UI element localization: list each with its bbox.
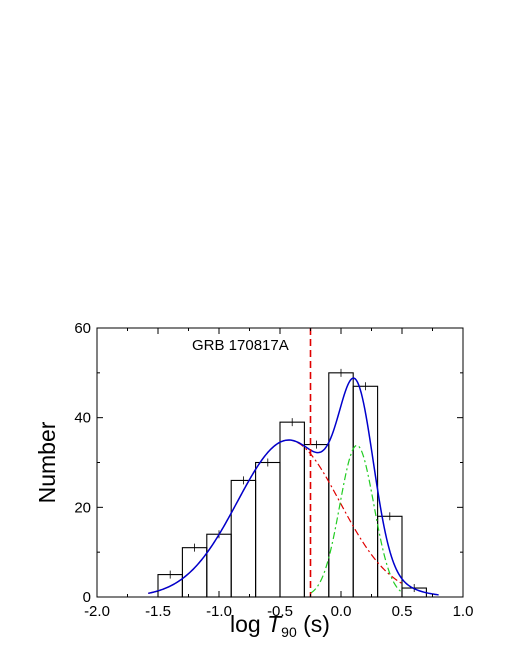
- y-tick-label-2: 40: [74, 410, 91, 427]
- y-tick-label-3: 60: [74, 320, 91, 337]
- histogram-bin-4: [230, 479, 257, 598]
- x-tick-label-1: -1.5: [145, 603, 171, 620]
- histogram-bin-2: [181, 547, 208, 598]
- x-tick-label-5: 0.5: [392, 603, 413, 620]
- y-tick-label-1: 20: [74, 499, 91, 516]
- x-axis-title-unit: (s): [297, 611, 330, 637]
- axis-ticks: -2.0 -1.5 -1.0 -0.5 0.0 0.5 1.0 0 20 40 60: [74, 320, 473, 620]
- x-tick-label-4: 0.0: [331, 603, 352, 620]
- x-axis-title-subscript: 90: [281, 624, 297, 640]
- x-tick-label-3: -0.5: [267, 603, 293, 620]
- grb-170817a-label: GRB 170817A: [192, 337, 289, 354]
- fit-component-short-curve: [310, 444, 403, 594]
- x-tick-label-2: -1.0: [206, 603, 232, 620]
- histogram-bin-6: [279, 421, 305, 598]
- fit-component-long-curve: [148, 439, 403, 594]
- histogram-bin-10: [377, 515, 403, 598]
- histogram-bin-5: [255, 461, 281, 598]
- total-fit-curve: [148, 377, 439, 596]
- y-tick-label-0: 0: [83, 589, 91, 606]
- x-tick-label-6: 1.0: [453, 603, 474, 620]
- histogram-bin-3: [206, 533, 232, 598]
- x-tick-label-0: -2.0: [84, 603, 110, 620]
- x-axis-title-prefix: log: [230, 611, 267, 637]
- x-axis-title-symbol: T: [267, 611, 283, 637]
- histogram-bin-7: [303, 444, 330, 598]
- plot-area: [148, 328, 439, 598]
- histogram-bin-9: [352, 385, 379, 598]
- y-axis-title: Number: [34, 421, 60, 503]
- x-axis-title: log T90 (s): [230, 611, 330, 640]
